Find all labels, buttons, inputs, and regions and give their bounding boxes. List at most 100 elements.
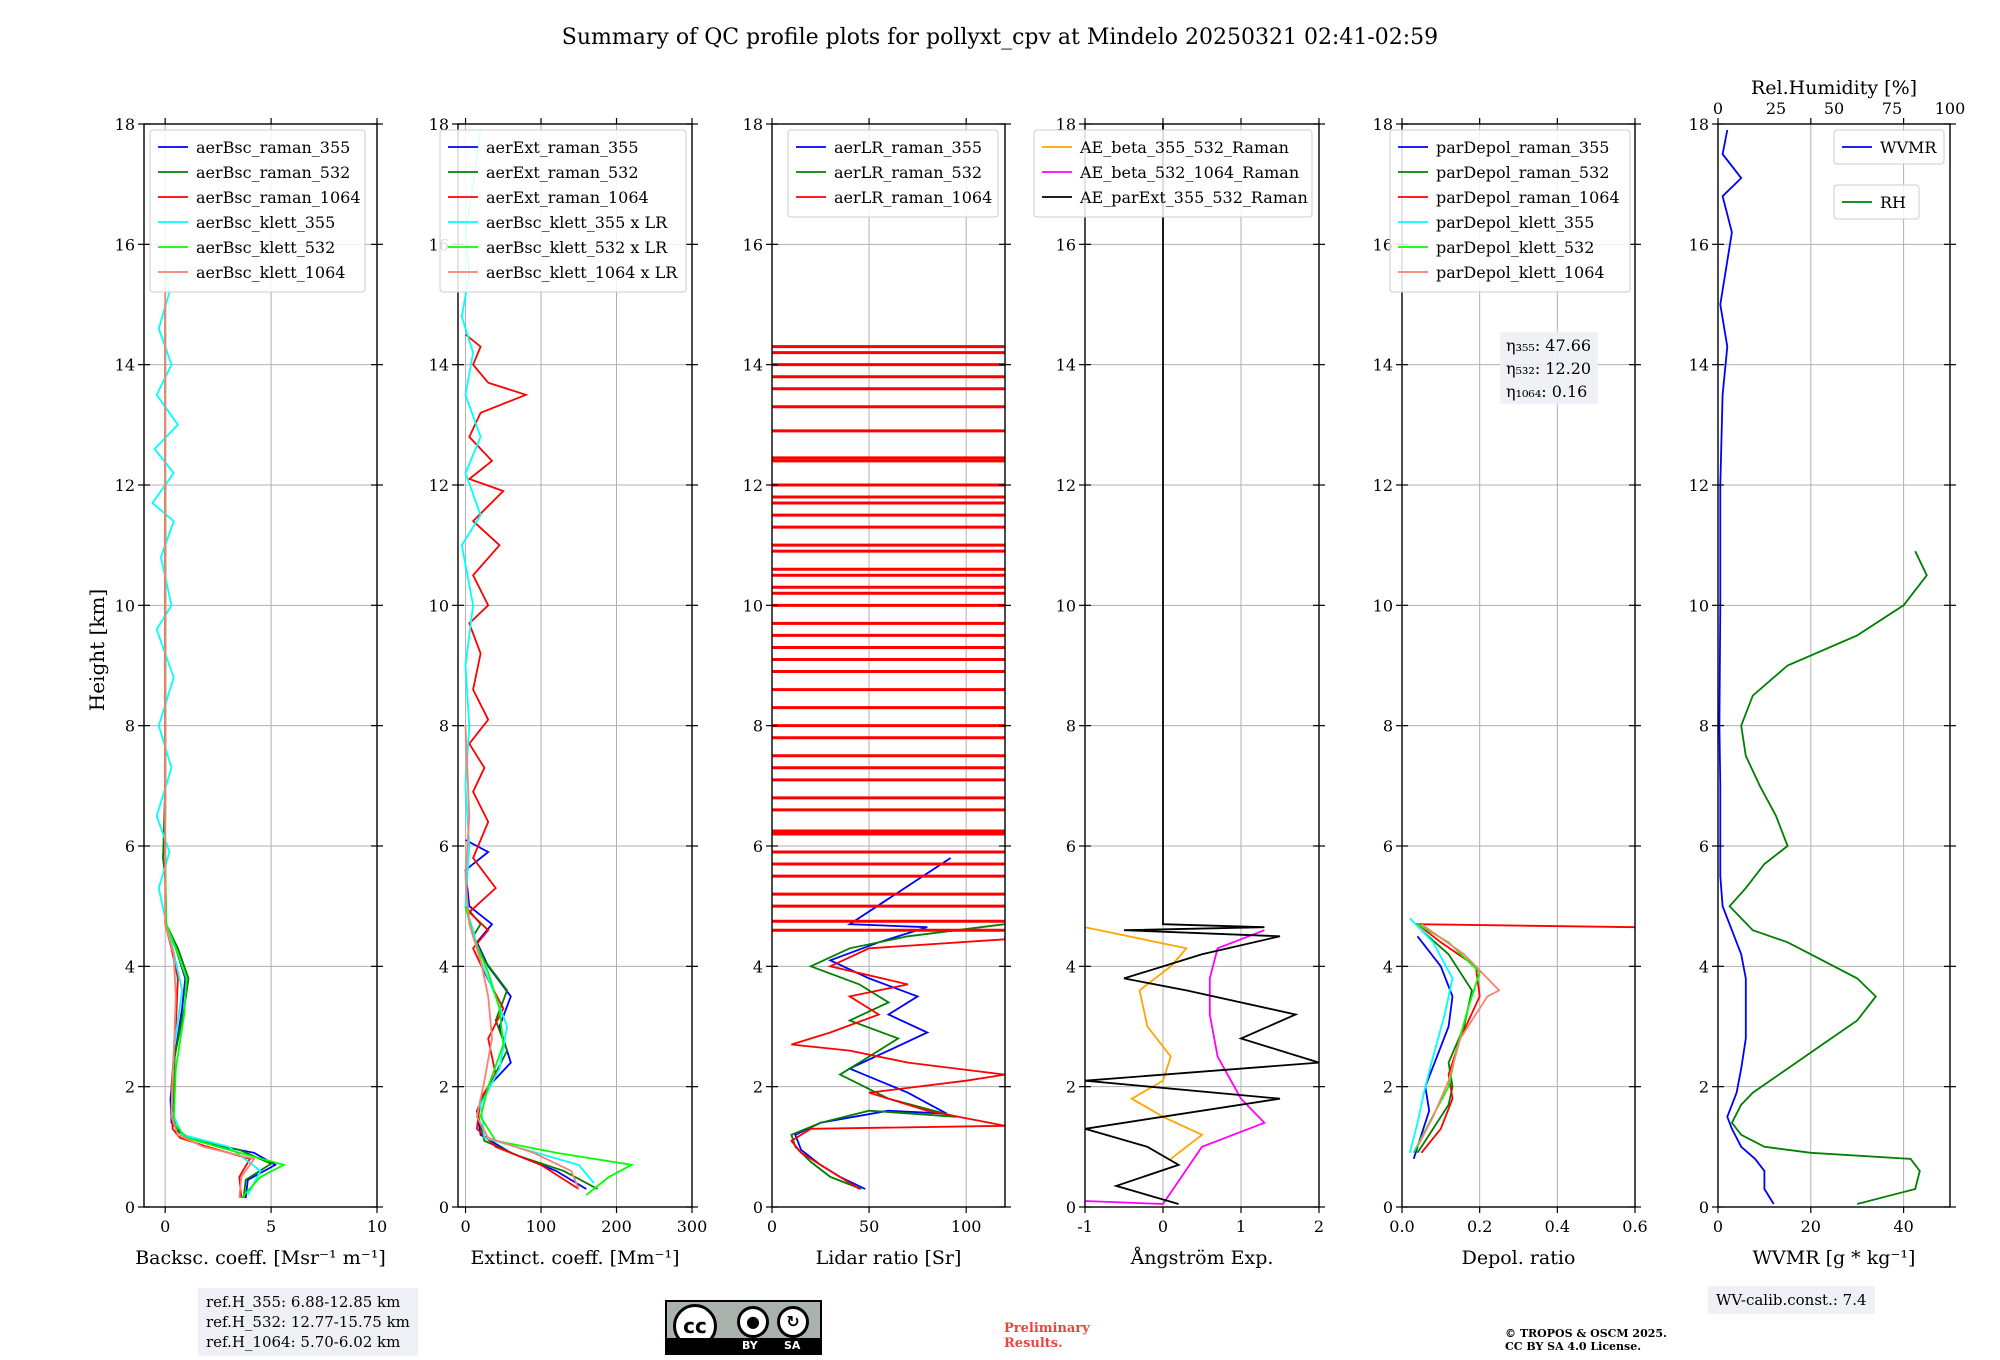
series-group (1408, 917, 1635, 1160)
y-tick-label: 18 (1689, 115, 1709, 134)
y-tick-label: 14 (1689, 356, 1709, 375)
x-tick-label: 20 (1801, 1217, 1821, 1236)
series-line-AE_beta_355_532_Raman (1085, 926, 1204, 1160)
y-tick-label: 10 (1056, 596, 1076, 615)
series-line-aerLR_raman_1064 (790, 936, 1005, 1190)
series-group (772, 345, 1005, 1190)
y-tick-label: 8 (125, 717, 135, 736)
series-line-aerBsc_klett_532 x LR (464, 905, 635, 1196)
x2-tick-label: 50 (1824, 99, 1844, 118)
legend-label: parDepol_raman_355 (1436, 138, 1609, 157)
preliminary-line-2: Results. (1004, 1336, 1063, 1351)
copyright-line-1: © TROPOS & OSCM 2025. (1505, 1327, 1667, 1340)
series-line-aerBsc_klett_532 (164, 304, 287, 1199)
y-tick-label: 8 (1383, 717, 1393, 736)
calibration-annotation: η₃₅₅: 47.66 η₅₃₂: 12.20 η₁₀₆₄: 0.16 (1500, 332, 1598, 404)
y-tick-label: 0 (1066, 1198, 1076, 1217)
series-line-aerBsc_raman_532 (162, 485, 274, 1199)
legend-label: aerBsc_klett_355 (196, 213, 335, 232)
y-tick-label: 10 (1373, 596, 1393, 615)
legend-label: AE_beta_532_1064_Raman (1079, 163, 1299, 182)
x-tick-label: 40 (1893, 1217, 1913, 1236)
x-tick-label: 200 (601, 1217, 632, 1236)
legend: AE_beta_355_532_Raman AE_beta_532_1064_Ra… (1033, 129, 1313, 218)
preliminary-note: Preliminary Results. (1004, 1321, 1090, 1351)
axes-frame (1084, 123, 1320, 1208)
x2-tick-label: 75 (1882, 99, 1902, 118)
x-tick-label: 0.2 (1467, 1217, 1492, 1236)
y-tick-label: 2 (125, 1078, 135, 1097)
series-line-AE_beta_532_1064_Raman (1085, 929, 1266, 1205)
x-tick-label: 0.4 (1545, 1217, 1570, 1236)
legend: parDepol_raman_355 parDepol_raman_532 parD… (1389, 129, 1631, 293)
ref-heights-box: ref.H_355: 6.88-12.85 km ref.H_532: 12.7… (198, 1288, 418, 1356)
ref-height-355: ref.H_355: 6.88-12.85 km (206, 1293, 401, 1311)
legend-label: aerBsc_klett_1064 x LR (486, 263, 678, 282)
y-tick-label: 18 (743, 115, 763, 134)
series-line-aerExt_raman_1064 (464, 333, 580, 1190)
ref-height-532: ref.H_532: 12.77-15.75 km (206, 1313, 410, 1331)
legend-label: parDepol_raman_532 (1436, 163, 1609, 182)
y-tick-label: 12 (429, 476, 449, 495)
legend-label: parDepol_raman_1064 (1436, 188, 1620, 207)
legend-box (1833, 184, 1920, 220)
series-line-aerBsc_raman_355 (162, 304, 278, 1199)
y-tick-label: 16 (115, 235, 135, 254)
share-alike-icon: ↻ (777, 1306, 809, 1338)
series-line-parDepol_klett_1064 (1416, 923, 1501, 1148)
y-tick-label: 6 (1383, 837, 1393, 856)
y-tick-label: 0 (125, 1198, 135, 1217)
cc-sa-label: SA (784, 1339, 801, 1352)
y-tick-label: 18 (115, 115, 135, 134)
y-tick-label: 14 (743, 356, 763, 375)
legend-box (1833, 129, 1945, 165)
x-tick-label: 0.6 (1622, 1217, 1647, 1236)
series-line-parDepol_klett_355 (1408, 917, 1454, 1154)
y-tick-label: 12 (115, 476, 135, 495)
legend-box (1033, 129, 1313, 218)
legend-label: aerBsc_raman_1064 (196, 188, 361, 207)
series-line-aerBsc_raman_1064 (164, 485, 252, 1199)
y-tick-label: 6 (125, 837, 135, 856)
y-tick-label: 18 (429, 115, 449, 134)
x-tick-label: -1 (1077, 1217, 1093, 1236)
legend-label: aerExt_raman_532 (486, 163, 639, 182)
axes-frame (1717, 123, 1951, 1208)
x-axis-label: Lidar ratio [Sr] (816, 1247, 962, 1269)
series-line-parDepol_raman_355 (1412, 935, 1454, 1160)
series-line-aerLR_raman_355 (794, 857, 952, 1190)
y-tick-label: 2 (439, 1078, 449, 1097)
annotation-box (1500, 332, 1598, 404)
legend-label: aerBsc_klett_532 x LR (486, 238, 668, 257)
y-tick-label: 8 (1699, 717, 1709, 736)
y-tick-label: 6 (753, 837, 763, 856)
y-tick-label: 4 (1066, 957, 1076, 976)
y-tick-label: 6 (1699, 837, 1709, 856)
legend-label: aerBsc_raman_355 (196, 138, 350, 157)
y-tick-label: 4 (753, 957, 763, 976)
y-tick-label: 18 (1056, 115, 1076, 134)
series-line-parDepol_raman_532 (1416, 929, 1473, 1154)
x-tick-label: 0 (1158, 1217, 1168, 1236)
axes-frame (143, 123, 378, 1208)
series-line-RH (1728, 550, 1928, 1205)
y-tick-label: 14 (1373, 356, 1393, 375)
series-line-WVMR (1718, 129, 1775, 1205)
series-group (460, 129, 635, 1196)
x-tick-label: 100 (526, 1217, 557, 1236)
preliminary-line-1: Preliminary (1004, 1321, 1090, 1336)
legend-label: parDepol_klett_355 (1436, 213, 1594, 232)
x-axis-label: Depol. ratio (1462, 1247, 1576, 1269)
series-line-AE_parExt_355_532_Raman (1085, 124, 1319, 1205)
x2-tick-label: 100 (1935, 99, 1966, 118)
x-tick-label: 50 (859, 1217, 879, 1236)
legend-label: aerBsc_klett_355 x LR (486, 213, 668, 232)
wv-calib-box: WV-calib.const.: 7.4 (1708, 1286, 1875, 1314)
legend-box (1389, 129, 1631, 293)
legend-label: AE_beta_355_532_Raman (1079, 138, 1289, 157)
y-tick-label: 16 (1373, 235, 1393, 254)
y-tick-label: 12 (1689, 476, 1709, 495)
x-tick-label: 0 (160, 1217, 170, 1236)
